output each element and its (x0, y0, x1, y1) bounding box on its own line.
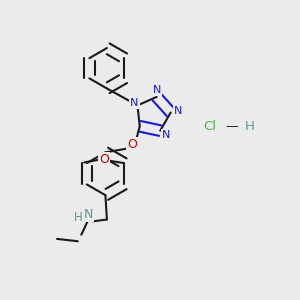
Text: N: N (152, 85, 161, 95)
Text: O: O (128, 138, 137, 151)
Text: O: O (99, 153, 109, 166)
Text: N: N (174, 106, 182, 116)
Text: H: H (74, 211, 83, 224)
Text: —: — (226, 120, 238, 133)
Text: H: H (244, 120, 254, 133)
Text: N: N (162, 130, 170, 140)
Text: Cl: Cl (203, 120, 216, 133)
Text: N: N (130, 98, 139, 108)
Text: N: N (84, 208, 93, 221)
